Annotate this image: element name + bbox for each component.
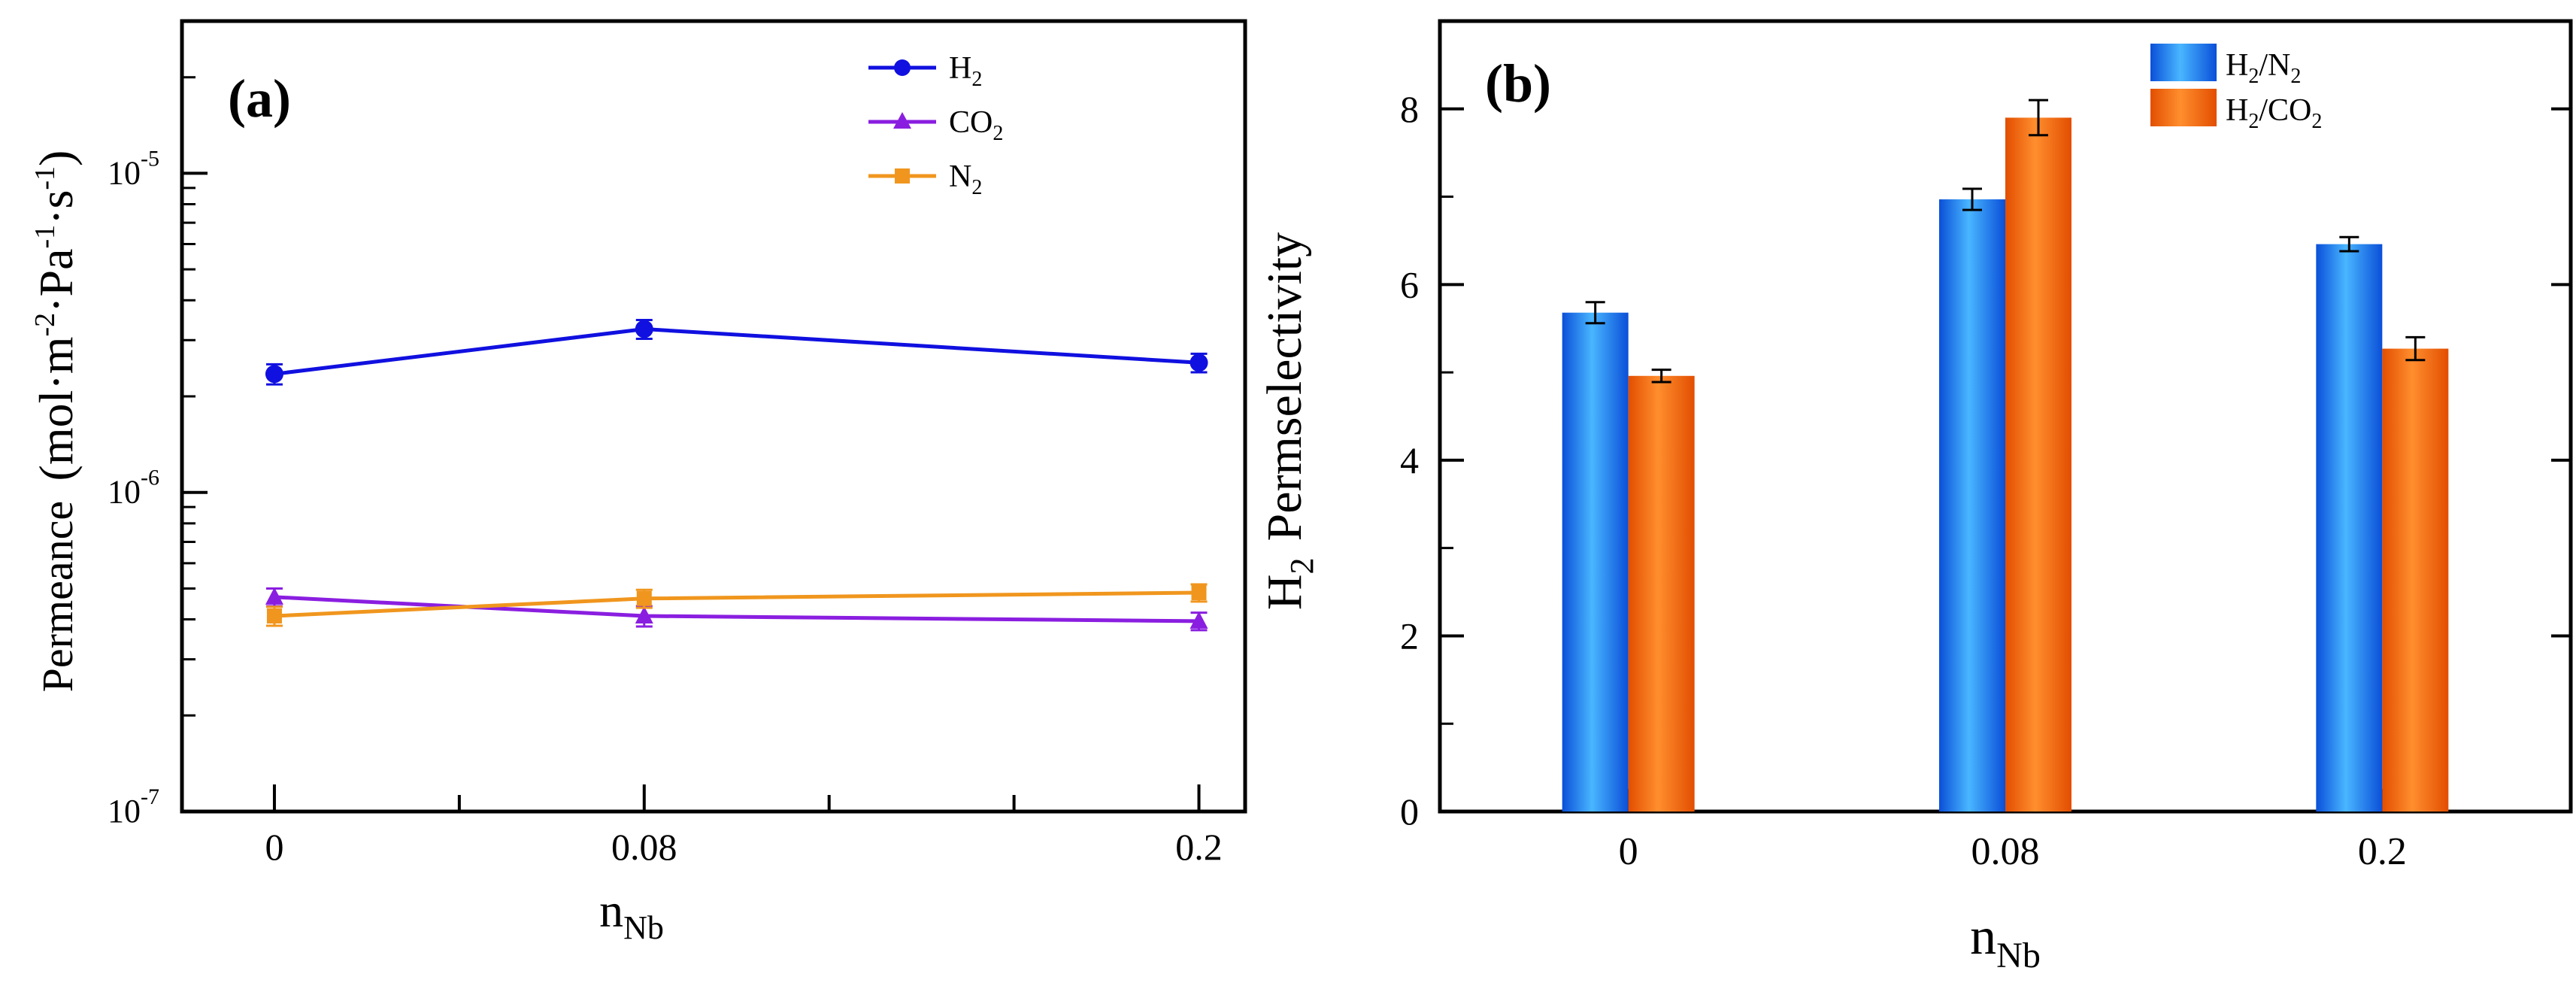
data-point — [1190, 353, 1208, 372]
y-tick-label: 6 — [1400, 263, 1419, 305]
y-tick-label: 2 — [1400, 614, 1419, 657]
data-point — [635, 606, 653, 624]
bar-h2-co2 — [1628, 375, 1695, 812]
svg-text:H2/N2: H2/N2 — [2226, 48, 2301, 88]
y-tick-label: 0 — [1400, 790, 1419, 833]
data-point — [635, 320, 653, 338]
panel-a-ylabel-text: Permeance (mol·m-2·Pa-1·s-1) — [29, 150, 83, 693]
x-tick-label: 0.08 — [611, 826, 677, 868]
panel-a-axes: 0 0.08 0.2 10-7 10-6 10-5 — [108, 76, 1223, 868]
svg-text:H2/CO2: H2/CO2 — [2226, 93, 2322, 133]
svg-text:H2: H2 — [949, 51, 982, 91]
y-tick-label: 8 — [1400, 88, 1419, 130]
x-tick-label: 0.08 — [1971, 830, 2040, 873]
error-bar — [1651, 369, 1671, 384]
legend-item-n2: N2 — [868, 159, 982, 199]
data-point — [1191, 585, 1207, 601]
data-point — [636, 590, 652, 606]
data-point — [265, 587, 283, 605]
blue-swatch-icon — [2150, 44, 2217, 81]
panel-a-plot — [265, 318, 1208, 632]
square-marker-icon — [895, 168, 910, 184]
panel-b-label: (b) — [1485, 53, 1551, 114]
svg-text:CO2: CO2 — [949, 105, 1003, 145]
y-tick-label: 10-7 — [108, 784, 159, 830]
series-h2 — [265, 318, 1208, 386]
y-tick-label: 10-5 — [108, 146, 159, 191]
panel-a-frame — [180, 19, 1247, 814]
panel-a: 0 0.08 0.2 10-7 10-6 10-5 (a) Permeance (mol·… — [29, 19, 1247, 946]
series-n2 — [265, 583, 1208, 627]
error-bar — [2339, 235, 2359, 253]
bar-h2-co2 — [2005, 117, 2071, 812]
triangle-marker-icon — [893, 112, 911, 129]
legend-item-h2: H2 — [868, 51, 982, 91]
error-bar — [2029, 99, 2048, 137]
y-tick-label: 4 — [1400, 439, 1419, 481]
x-tick-label: 0 — [265, 826, 283, 868]
panel-b-ylabel-text: H2Permselectivity — [1257, 232, 1320, 610]
ylabel-unit: (mol·m-2·Pa-1·s-1) — [29, 150, 83, 481]
x-tick-label: 0 — [1619, 830, 1638, 873]
circle-marker-icon — [894, 59, 911, 76]
panel-a-xlabel: nNb — [599, 884, 664, 946]
x-tick-label: 0.2 — [2358, 830, 2407, 873]
bar-h2-n2 — [1939, 199, 2005, 812]
bar-h2-n2 — [2316, 244, 2383, 812]
error-bar — [1962, 187, 1982, 211]
legend-item-co2: CO2 — [868, 105, 1003, 145]
x-tick-label: 0.2 — [1175, 826, 1223, 868]
bar-h2-n2 — [1562, 312, 1629, 812]
panel-b-ylabel: H2Permselectivity — [1257, 232, 1320, 610]
panel-a-label: (a) — [228, 68, 291, 129]
panel-b-legend: H2/N2 H2/CO2 — [2150, 44, 2322, 133]
error-bar — [2405, 335, 2426, 362]
svg-text:N2: N2 — [949, 159, 982, 199]
error-bar — [1585, 301, 1605, 325]
panel-a-ylabel: Permeance (mol·m-2·Pa-1·s-1) — [29, 150, 83, 693]
legend-item-h2-n2: H2/N2 — [2150, 44, 2301, 88]
bar-h2-co2 — [2382, 348, 2449, 812]
data-point — [265, 365, 283, 384]
series-line — [274, 327, 1199, 376]
panel-b-xlabel: nNb — [1970, 908, 2041, 975]
y-tick-label: 10-6 — [108, 466, 159, 511]
data-point — [1190, 611, 1208, 629]
panel-b-plot — [1562, 99, 2449, 812]
panel-a-legend: H2 CO2 N2 — [868, 51, 1003, 199]
legend-item-h2-co2: H2/CO2 — [2150, 89, 2322, 133]
data-point — [266, 608, 282, 624]
orange-swatch-icon — [2150, 89, 2217, 126]
